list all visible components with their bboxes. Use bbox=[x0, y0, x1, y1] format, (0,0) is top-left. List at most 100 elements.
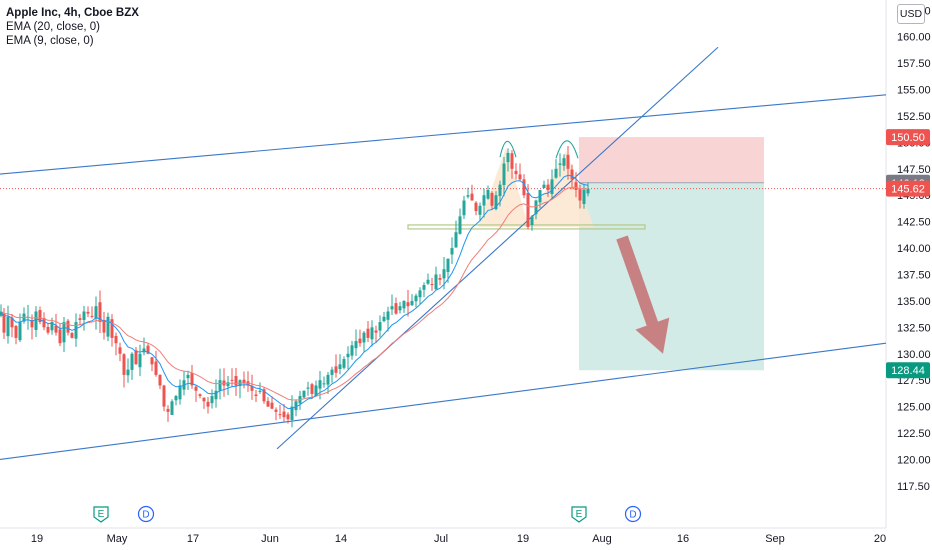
candle-body[interactable] bbox=[174, 396, 178, 401]
candle-body[interactable] bbox=[562, 158, 566, 166]
candle-body[interactable] bbox=[282, 411, 286, 418]
candle-body[interactable] bbox=[410, 300, 414, 306]
candle-body[interactable] bbox=[506, 152, 510, 163]
candle-body[interactable] bbox=[0, 311, 3, 316]
candle-body[interactable] bbox=[342, 359, 346, 368]
candle-body[interactable] bbox=[458, 216, 462, 234]
candle-body[interactable] bbox=[114, 335, 118, 344]
candle-body[interactable] bbox=[102, 319, 106, 333]
candle-body[interactable] bbox=[222, 380, 226, 386]
candle-body[interactable] bbox=[350, 345, 354, 356]
candle-body[interactable] bbox=[486, 189, 490, 199]
candle-body[interactable] bbox=[450, 248, 454, 255]
candle-body[interactable] bbox=[414, 295, 418, 302]
candle-body[interactable] bbox=[226, 382, 230, 387]
currency-button[interactable]: USD bbox=[897, 4, 925, 24]
price-label-current[interactable] bbox=[886, 180, 930, 197]
candle-body[interactable] bbox=[98, 302, 102, 323]
candle-body[interactable] bbox=[550, 179, 554, 195]
candle-body[interactable] bbox=[514, 170, 518, 175]
candle-body[interactable] bbox=[126, 369, 130, 376]
candle-body[interactable] bbox=[306, 387, 310, 389]
candle-body[interactable] bbox=[322, 383, 326, 385]
candle-body[interactable] bbox=[134, 350, 138, 365]
candle-body[interactable] bbox=[418, 290, 422, 298]
candle-body[interactable] bbox=[426, 279, 430, 284]
candle-body[interactable] bbox=[290, 406, 294, 420]
candle-body[interactable] bbox=[566, 154, 570, 169]
dividend-badge[interactable] bbox=[137, 505, 155, 523]
candle-body[interactable] bbox=[314, 385, 318, 397]
candle-body[interactable] bbox=[2, 313, 6, 333]
candle-body[interactable] bbox=[498, 184, 502, 196]
candle-body[interactable] bbox=[66, 320, 70, 333]
candle-body[interactable] bbox=[10, 317, 14, 328]
candle-body[interactable] bbox=[18, 322, 22, 341]
candle-body[interactable] bbox=[166, 408, 170, 412]
candle-body[interactable] bbox=[146, 345, 150, 354]
candle-body[interactable] bbox=[194, 386, 198, 391]
symbol-title[interactable]: Apple Inc, 4h, Cboe BZX bbox=[6, 7, 139, 19]
candle-body[interactable] bbox=[370, 327, 374, 340]
candle-body[interactable] bbox=[490, 192, 494, 206]
candle-body[interactable] bbox=[474, 202, 478, 212]
candle-body[interactable] bbox=[170, 401, 174, 415]
candle-body[interactable] bbox=[362, 332, 366, 343]
candle-body[interactable] bbox=[34, 311, 38, 330]
candle-body[interactable] bbox=[278, 414, 282, 416]
candle-body[interactable] bbox=[82, 311, 86, 320]
candle-body[interactable] bbox=[530, 216, 534, 226]
candle-body[interactable] bbox=[390, 306, 394, 310]
candle-body[interactable] bbox=[394, 303, 398, 314]
candle-body[interactable] bbox=[502, 163, 506, 186]
candle-body[interactable] bbox=[6, 316, 10, 337]
candle-body[interactable] bbox=[38, 310, 42, 323]
candle-body[interactable] bbox=[454, 232, 458, 248]
candle-body[interactable] bbox=[110, 319, 114, 338]
candle-body[interactable] bbox=[570, 169, 574, 180]
candle-body[interactable] bbox=[214, 390, 218, 400]
candle-body[interactable] bbox=[162, 385, 166, 407]
candle-body[interactable] bbox=[158, 374, 162, 386]
candle-body[interactable] bbox=[106, 316, 110, 337]
stop-loss-zone[interactable] bbox=[579, 137, 764, 183]
candle-body[interactable] bbox=[478, 205, 482, 215]
candle-body[interactable] bbox=[294, 401, 298, 411]
candle-body[interactable] bbox=[402, 300, 406, 309]
candle-body[interactable] bbox=[382, 316, 386, 322]
candle-body[interactable] bbox=[422, 285, 426, 290]
candle-body[interactable] bbox=[318, 380, 322, 389]
candle-body[interactable] bbox=[58, 329, 62, 344]
candle-body[interactable] bbox=[42, 317, 46, 328]
candle-body[interactable] bbox=[254, 394, 258, 397]
candle-body[interactable] bbox=[574, 182, 578, 190]
candle-body[interactable] bbox=[70, 333, 74, 338]
ema-9-indicator-label[interactable]: EMA (9, close, 0) bbox=[6, 35, 94, 47]
candle-body[interactable] bbox=[558, 163, 562, 165]
candle-body[interactable] bbox=[206, 401, 210, 407]
take-profit-zone[interactable] bbox=[579, 182, 764, 371]
candle-body[interactable] bbox=[242, 379, 246, 384]
price-label-target[interactable] bbox=[886, 362, 930, 379]
candle-body[interactable] bbox=[434, 274, 438, 290]
candle-body[interactable] bbox=[542, 184, 546, 189]
candle-body[interactable] bbox=[338, 364, 342, 370]
candle-body[interactable] bbox=[50, 322, 54, 331]
candle-body[interactable] bbox=[210, 396, 214, 404]
candle-body[interactable] bbox=[154, 361, 158, 375]
candle-body[interactable] bbox=[262, 389, 266, 402]
candle-body[interactable] bbox=[446, 258, 450, 273]
candle-body[interactable] bbox=[378, 322, 382, 331]
dividend-badge[interactable] bbox=[624, 505, 642, 523]
candle-body[interactable] bbox=[258, 390, 262, 392]
candle-body[interactable] bbox=[462, 200, 466, 216]
candle-body[interactable] bbox=[386, 311, 390, 320]
candle-body[interactable] bbox=[30, 319, 34, 328]
candle-body[interactable] bbox=[78, 318, 82, 320]
candle-body[interactable] bbox=[522, 179, 526, 196]
candle-body[interactable] bbox=[62, 322, 66, 343]
candle-body[interactable] bbox=[438, 277, 442, 280]
candle-body[interactable] bbox=[546, 184, 550, 190]
candle-body[interactable] bbox=[554, 168, 558, 178]
candle-body[interactable] bbox=[74, 322, 78, 339]
